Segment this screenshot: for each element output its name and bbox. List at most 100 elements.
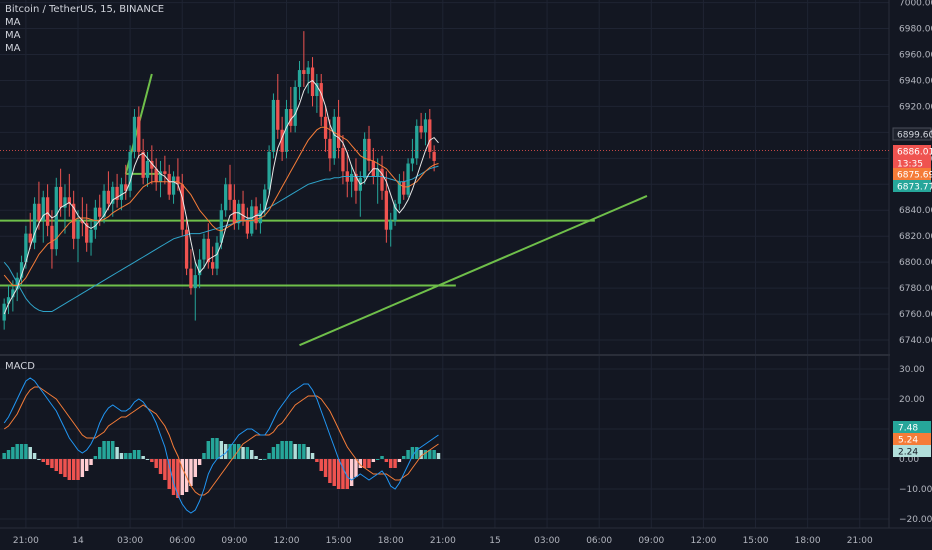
macd-histogram-bar: [315, 459, 319, 462]
candle-body: [184, 229, 189, 269]
candle-body: [219, 210, 223, 243]
candle-body: [276, 99, 280, 130]
macd-histogram-bar: [37, 459, 41, 460]
candle-body: [176, 176, 180, 185]
macd-histogram-bar: [111, 441, 115, 459]
macd-histogram-bar: [402, 456, 406, 459]
macd-tick-label: 0.00: [899, 455, 919, 465]
candle-body: [154, 168, 158, 182]
macd-histogram-bar: [310, 453, 315, 459]
candle-body: [32, 203, 37, 243]
time-tick-label: 12:00: [274, 536, 300, 546]
price-badge: [893, 145, 931, 157]
macd-histogram-bar: [349, 459, 354, 486]
macd-histogram-bar: [6, 450, 11, 459]
price-badge-label: 6873.77: [897, 183, 932, 193]
candle-body: [232, 199, 237, 224]
macd-histogram-bar: [210, 438, 215, 459]
candle-body: [315, 83, 319, 97]
candle-body: [50, 225, 54, 250]
candle-body: [393, 203, 397, 221]
candle-body: [45, 197, 50, 226]
macd-badge: [893, 421, 931, 433]
candle-body: [202, 238, 206, 260]
candle-body: [80, 220, 84, 224]
macd-histogram-bar: [206, 441, 211, 459]
macd-histogram-bar: [280, 441, 284, 459]
candle-body: [197, 259, 202, 276]
macd-histogram-bar: [28, 447, 32, 459]
candle-body: [254, 206, 258, 224]
ma-slow-line: [3, 165, 439, 312]
candle-body: [267, 151, 271, 190]
macd-axis[interactable]: 30.0020.0010.000.00−10.00−20.007.485.242…: [893, 365, 932, 525]
macd-histogram-bar: [332, 459, 336, 486]
time-tick-label: 06:00: [169, 536, 195, 546]
price-badge: [892, 127, 932, 141]
macd-histogram-bar: [141, 456, 145, 459]
candle-body: [137, 116, 141, 152]
candle-body: [180, 184, 184, 230]
macd-histogram-bar: [158, 459, 163, 474]
macd-histogram-bar: [336, 459, 341, 489]
chart-legend: Bitcoin / TetherUS, 15, BINANCE MA MA MA: [5, 3, 164, 55]
macd-histogram-bar: [241, 447, 245, 459]
price-badge: [893, 157, 931, 169]
candle-body: [215, 242, 219, 269]
candle-body: [341, 147, 345, 172]
macd-histogram-bar: [67, 459, 72, 480]
time-axis[interactable]: 21:00 14 03:00 06:00 09:00 12:00 15:00 18:00 21:…: [13, 536, 873, 546]
price-badge-label: 13:35: [897, 160, 923, 170]
candle-body: [19, 262, 24, 278]
candle-body: [384, 190, 389, 230]
indicator-ma-3[interactable]: MA: [5, 43, 21, 54]
macd-histogram-bar: [24, 444, 28, 459]
candle-body: [367, 138, 371, 161]
price-tick-label: 6940.00: [899, 76, 932, 86]
indicator-ma-1[interactable]: MA: [5, 17, 21, 28]
macd-histogram-bar: [410, 447, 415, 459]
macd-histogram-bar: [406, 450, 410, 459]
candle-body: [397, 181, 402, 204]
macd-line: [3, 377, 439, 514]
time-tick-label: 21:00: [13, 536, 39, 546]
time-tick-label: 18:00: [795, 536, 821, 546]
price-badge-label: 6875.69: [897, 171, 932, 181]
candle-body: [102, 190, 106, 217]
chart-title[interactable]: Bitcoin / TetherUS, 15, BINANCE: [5, 4, 165, 15]
price-badge-label: 6886.01: [897, 148, 932, 158]
candle-body: [6, 297, 11, 304]
time-tick-label: 15: [489, 536, 500, 546]
macd-histogram-bar: [154, 459, 158, 468]
macd-histogram-bar: [15, 444, 19, 459]
indicator-ma-2[interactable]: MA: [5, 30, 21, 41]
macd-histogram-bar: [223, 444, 228, 459]
macd-histogram-bar: [124, 453, 128, 459]
macd-tick-label: −10.00: [899, 485, 932, 495]
candle-body: [228, 184, 232, 200]
macd-histogram-bar: [193, 459, 198, 477]
macd-histogram-bar: [2, 453, 6, 459]
macd-badge-label: 7.48: [898, 424, 918, 434]
candle-body: [28, 233, 32, 243]
macd-badge: [893, 433, 931, 445]
macd-histogram-bar: [415, 447, 419, 459]
macd-histogram-bar: [263, 459, 267, 460]
price-badge-label: 6899.60: [897, 131, 932, 141]
macd-title[interactable]: MACD: [5, 361, 35, 372]
macd-histogram-bar: [215, 438, 219, 459]
macd-histogram-bar: [328, 459, 332, 483]
price-tick-label: 6760.00: [899, 310, 932, 320]
macd-histogram-bar: [80, 459, 85, 477]
macd-histogram-bar: [197, 459, 202, 465]
macd-histogram-bar: [289, 441, 293, 459]
candle-body: [258, 210, 263, 224]
candle-body: [293, 86, 297, 126]
macd-histogram-bar: [267, 453, 271, 459]
macd-histogram-bar: [397, 459, 402, 462]
macd-histogram-bar: [388, 459, 393, 468]
candle-body: [98, 207, 102, 217]
macd-histogram-bar: [115, 447, 119, 459]
